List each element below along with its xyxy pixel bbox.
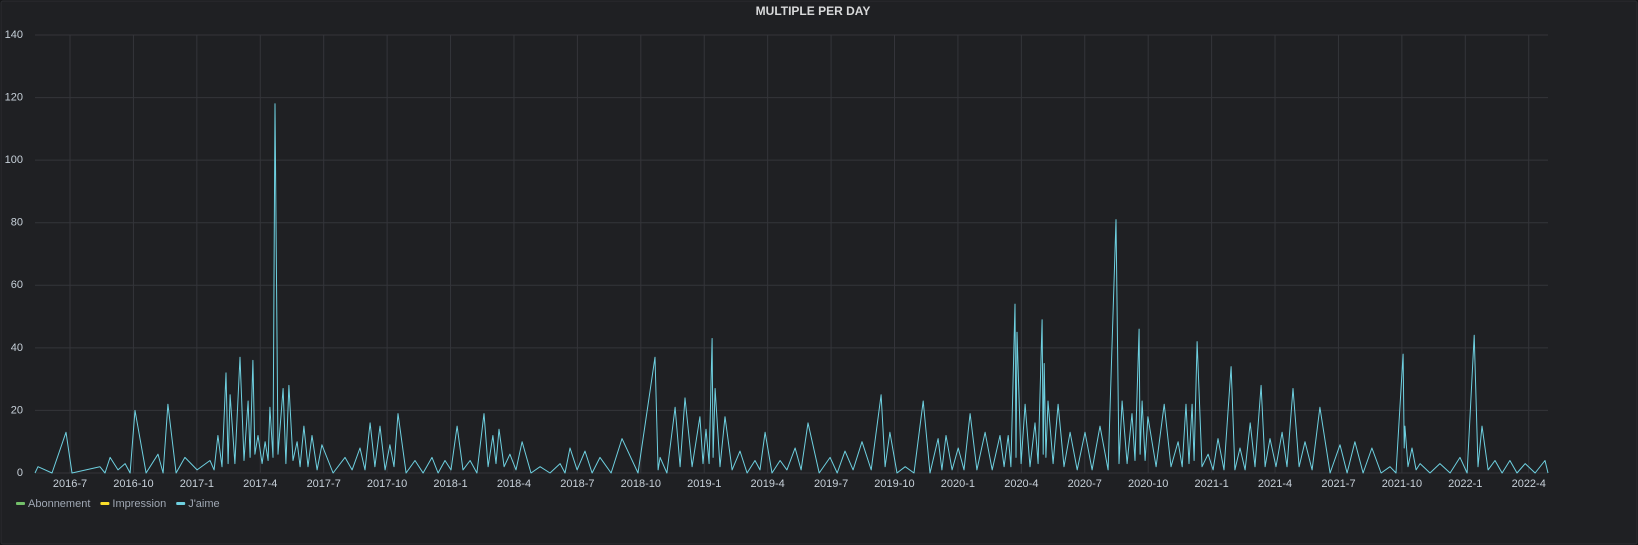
x-tick-label: 2021-10 bbox=[1382, 478, 1422, 490]
y-tick-label: 80 bbox=[11, 217, 23, 229]
x-tick-label: 2017-7 bbox=[307, 478, 341, 490]
legend-swatch bbox=[176, 502, 186, 505]
x-tick-label: 2019-1 bbox=[687, 478, 721, 490]
x-tick-label: 2021-4 bbox=[1258, 478, 1292, 490]
y-tick-label: 140 bbox=[5, 29, 23, 41]
legend-label[interactable]: J'aime bbox=[188, 498, 219, 510]
x-tick-label: 2017-10 bbox=[367, 478, 407, 490]
x-tick-label: 2022-1 bbox=[1448, 478, 1482, 490]
x-tick-label: 2020-1 bbox=[941, 478, 975, 490]
x-tick-label: 2019-7 bbox=[814, 478, 848, 490]
x-tick-label: 2020-7 bbox=[1068, 478, 1102, 490]
x-tick-label: 2020-10 bbox=[1128, 478, 1168, 490]
x-tick-label: 2020-4 bbox=[1004, 478, 1038, 490]
x-tick-label: 2018-10 bbox=[621, 478, 661, 490]
y-tick-label: 120 bbox=[5, 91, 23, 103]
y-tick-label: 0 bbox=[17, 467, 23, 479]
legend-swatch bbox=[16, 502, 25, 505]
x-tick-label: 2021-7 bbox=[1321, 478, 1355, 490]
legend-swatch bbox=[100, 502, 110, 505]
series-line bbox=[34, 103, 1549, 474]
x-tick-label: 2022-4 bbox=[1512, 478, 1546, 490]
legend-label[interactable]: Impression bbox=[112, 498, 166, 510]
x-tick-label: 2018-7 bbox=[560, 478, 594, 490]
x-tick-label: 2021-1 bbox=[1194, 478, 1228, 490]
x-tick-label: 2016-7 bbox=[53, 478, 87, 490]
x-tick-label: 2017-4 bbox=[243, 478, 277, 490]
x-tick-label: 2018-4 bbox=[497, 478, 531, 490]
chart-title: MULTIPLE PER DAY bbox=[756, 4, 871, 18]
y-tick-label: 40 bbox=[11, 342, 23, 354]
x-tick-label: 2019-10 bbox=[874, 478, 914, 490]
y-tick-label: 20 bbox=[11, 404, 23, 416]
x-tick-label: 2017-1 bbox=[180, 478, 214, 490]
legend-label[interactable]: Abonnement bbox=[28, 498, 90, 510]
x-tick-label: 2018-1 bbox=[433, 478, 467, 490]
y-tick-label: 60 bbox=[11, 279, 23, 291]
x-tick-label: 2016-10 bbox=[113, 478, 153, 490]
y-tick-label: 100 bbox=[5, 154, 23, 166]
x-tick-label: 2019-4 bbox=[751, 478, 785, 490]
